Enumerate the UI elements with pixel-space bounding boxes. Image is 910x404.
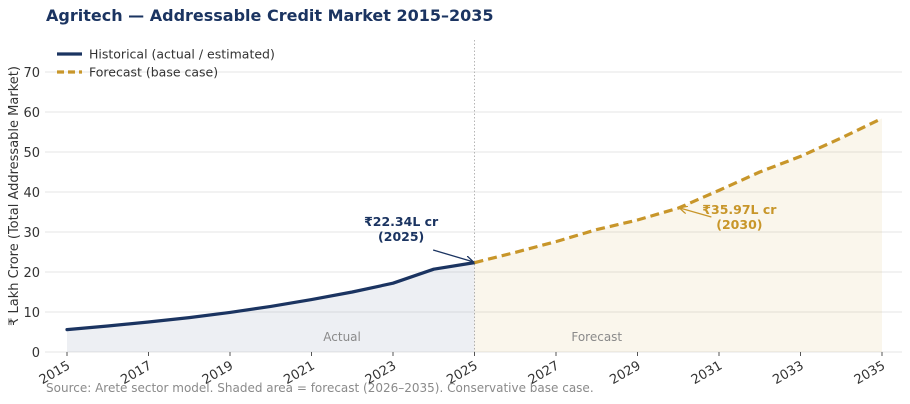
y-tick-label: 30 [23,226,40,241]
y-tick-label: 0 [32,346,40,361]
grid-lines [45,40,902,353]
x-tick-label: 2035 [852,358,888,388]
y-tick-label: 50 [23,146,40,161]
y-tick-label: 70 [23,66,40,81]
y-tick-label: 60 [23,106,40,121]
annotation-year: (2025) [378,229,424,244]
legend-label: Forecast (base case) [89,65,218,80]
annotation-arrow [432,249,472,262]
forecast-shaded-area [474,118,882,353]
legend-label: Historical (actual / estimated) [89,47,275,62]
chart-title: Agritech — Addressable Credit Market 201… [46,6,494,25]
annotation-arrow [680,208,712,218]
annotation-value: ₹35.97L cr [702,202,777,217]
region-label-actual: Actual [323,330,361,344]
annotations: ₹22.34L cr(2025) ₹35.97L cr(2030) [364,202,777,262]
historical-series-line [65,261,477,332]
region-label-forecast: Forecast [571,330,622,344]
y-tick-label: 10 [23,306,40,321]
annotation-value: ₹22.34L cr [364,214,439,229]
y-tick-label: 40 [23,186,40,201]
x-tick-label: 2029 [607,358,643,388]
y-tick-label: 20 [23,266,40,281]
annotation-year: (2030) [716,217,762,232]
x-tick-label: 2031 [689,358,725,388]
legend: Historical (actual / estimated) Forecast … [57,47,275,80]
source-note: Source: Arete sector model. Shaded area … [46,381,594,395]
x-tick-label: 2033 [770,358,806,388]
y-axis-label: ₹ Lakh Crore (Total Addressable Market) [7,66,22,326]
